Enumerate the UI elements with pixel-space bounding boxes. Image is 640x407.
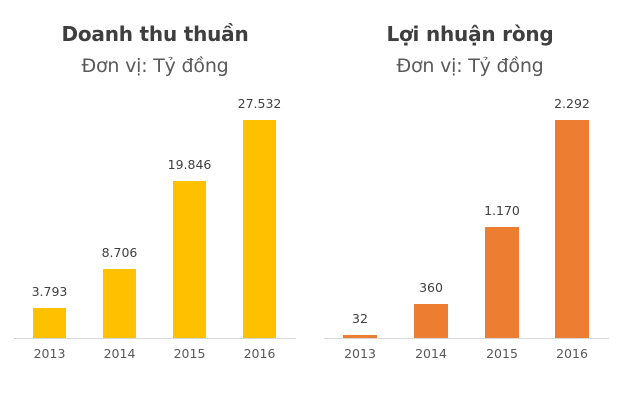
value-label: 2.292 (554, 96, 590, 111)
bar-2016 (243, 120, 276, 338)
value-label: 360 (419, 280, 443, 295)
x-tick-label: 2013 (33, 346, 66, 361)
value-label: 27.532 (237, 96, 282, 111)
bar-2014 (103, 269, 136, 338)
value-label: 19.846 (167, 157, 212, 172)
x-tick-label: 2014 (103, 346, 136, 361)
revenue-chart: Doanh thu thuần Đơn vị: Tỷ đồng 3.793 201… (14, 22, 296, 361)
chart-subtitle: Đơn vị: Tỷ đồng (396, 55, 544, 77)
value-label: 1.170 (484, 203, 520, 218)
x-tick-label: 2016 (243, 346, 276, 361)
x-tick-label: 2015 (173, 346, 206, 361)
bar-2014 (414, 304, 448, 338)
bar-2015 (173, 181, 206, 338)
chart-title: Doanh thu thuần (61, 22, 249, 46)
value-label: 32 (352, 311, 368, 326)
x-tick-label: 2015 (486, 346, 518, 361)
chart-subtitle: Đơn vị: Tỷ đồng (81, 55, 229, 77)
x-tick-label: 2013 (344, 346, 376, 361)
x-axis-line (324, 338, 609, 339)
bar-2013 (33, 308, 66, 338)
x-tick-label: 2014 (415, 346, 447, 361)
bar-2016 (555, 120, 589, 338)
net-profit-chart: Lợi nhuận ròng Đơn vị: Tỷ đồng 32 2013 360… (320, 0, 640, 407)
x-tick-label: 2016 (556, 346, 588, 361)
bar-2013 (343, 335, 377, 338)
x-axis-line (14, 338, 296, 339)
value-label: 8.706 (101, 245, 138, 260)
value-label: 3.793 (31, 284, 68, 299)
bar-2015 (485, 227, 519, 338)
chart-title: Lợi nhuận ròng (386, 22, 554, 46)
